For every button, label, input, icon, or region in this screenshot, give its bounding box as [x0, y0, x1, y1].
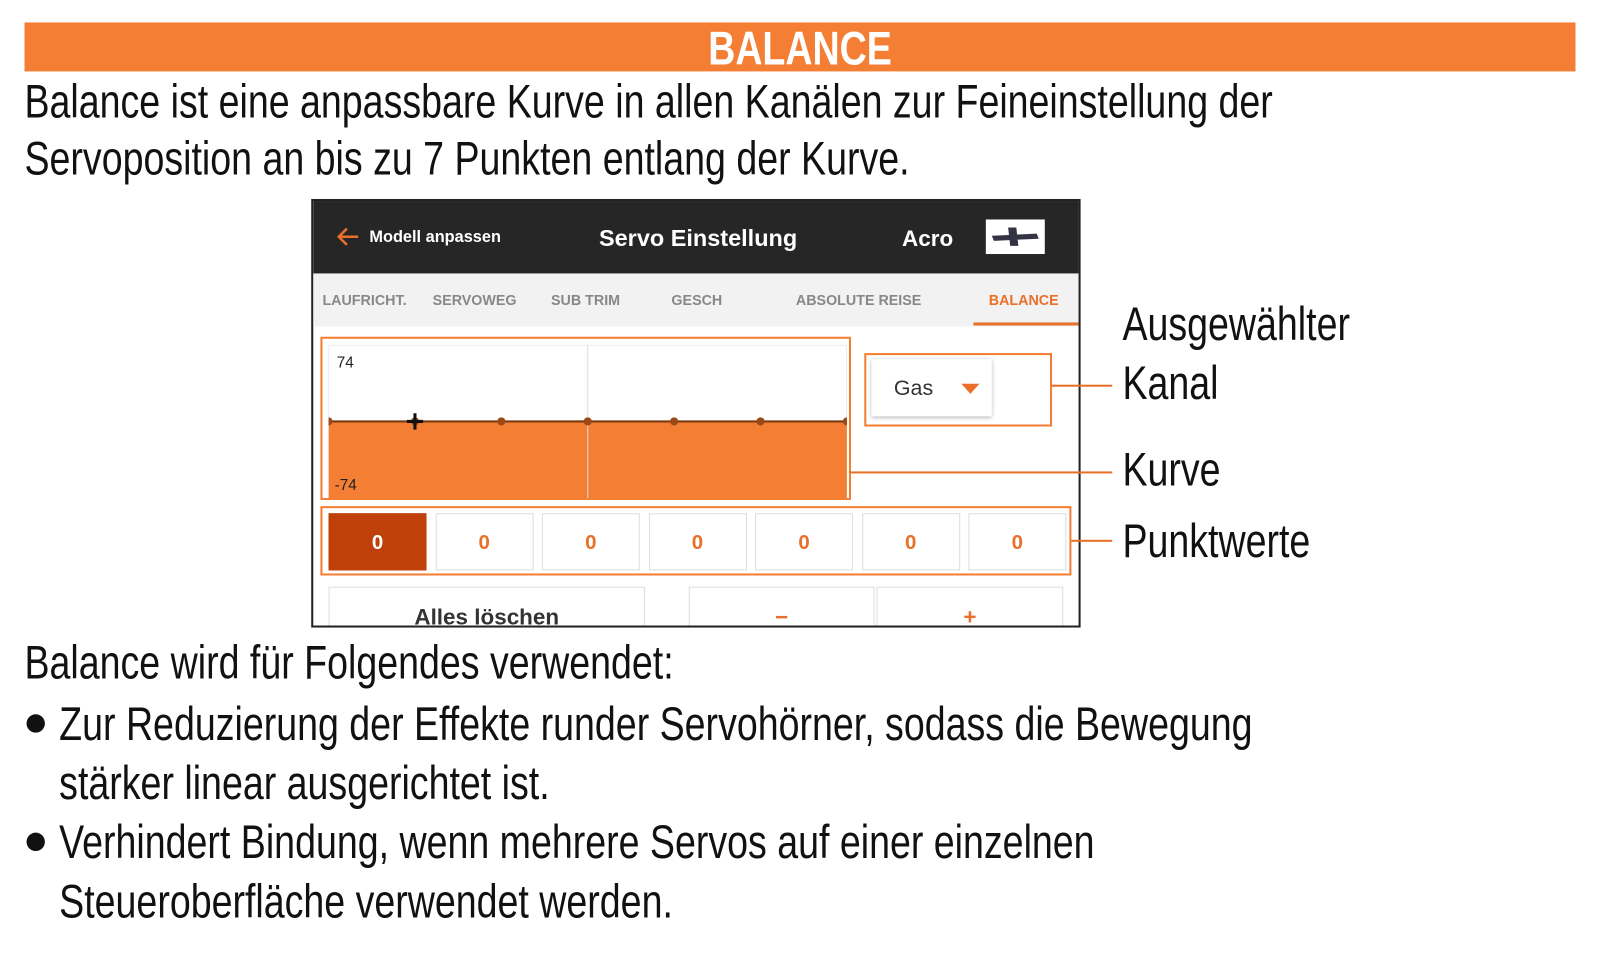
usage-lead: Balance wird für Folgendes verwendet: [24, 635, 674, 689]
curve-point[interactable] [583, 417, 592, 426]
curve-point[interactable] [756, 417, 765, 426]
callout-label: Kanal [1122, 356, 1219, 410]
tab[interactable]: GESCH [671, 291, 723, 309]
nav-model: Acro [902, 225, 954, 252]
tab[interactable]: SERVOWEG [432, 291, 517, 309]
callout-label: Kurve [1122, 442, 1221, 496]
header-bar: BALANCE [24, 21, 1576, 75]
screenshot: Modell anpassen Servo Einstellung Acro L… [311, 198, 1081, 628]
plus-button[interactable]: + [876, 586, 1064, 626]
point-cell[interactable]: 0 [755, 513, 854, 571]
tab[interactable]: ABSOLUTE REISE [795, 291, 922, 309]
minus-button[interactable]: − [688, 586, 875, 626]
channel-highlight [864, 353, 1053, 427]
curve-point[interactable] [497, 417, 506, 426]
tab-underline [973, 322, 1079, 326]
callout-label: Punktwerte [1122, 514, 1311, 568]
callout-line [848, 471, 1113, 474]
tab[interactable]: LAUFRICHT. [322, 291, 407, 309]
point-cell[interactable]: 0 [435, 513, 534, 571]
curve-max: 74 [337, 354, 355, 371]
cursor [406, 413, 424, 430]
bullet [26, 832, 45, 852]
nav-bar: Modell anpassen Servo Einstellung Acro [313, 201, 1079, 274]
curve-graph: 74 -74 [328, 344, 847, 498]
dropdown-arrow [961, 383, 980, 394]
intro-line: Servoposition an bis zu 7 Punkten entlan… [24, 131, 910, 185]
point-cell[interactable]: 0 [968, 513, 1067, 571]
point-cell[interactable]: 0 [648, 513, 747, 571]
callout-line [1071, 539, 1113, 542]
curve-highlight [320, 336, 852, 500]
nav-title: Servo Einstellung [598, 224, 798, 252]
curve-point[interactable] [842, 417, 847, 426]
points-highlight [320, 506, 1072, 576]
curve-min: -74 [335, 477, 358, 494]
channel-label: Gas [893, 376, 934, 400]
curve-point[interactable] [670, 417, 679, 426]
header-title: BALANCE [708, 21, 892, 75]
callout-label: Ausgewählter [1122, 296, 1350, 350]
nav-back[interactable]: Modell anpassen [369, 228, 501, 246]
tab[interactable]: SUB TRIM [551, 291, 621, 309]
tab-bar: LAUFRICHT. SERVOWEG SUB TRIM GESCH ABSOLUTE … [313, 273, 1079, 327]
point-cell[interactable]: 0 [541, 513, 640, 571]
bullet-line: Verhindert Bindung, wenn mehrere Servos … [59, 815, 1095, 869]
point-cell[interactable]: 0 [328, 513, 427, 571]
curve-point[interactable] [328, 417, 333, 426]
callout-line [1051, 384, 1113, 387]
bullet [26, 714, 45, 733]
channel-dropdown[interactable]: Gas [871, 359, 992, 417]
intro-line: Balance ist eine anpassbare Kurve in all… [24, 74, 1273, 128]
tab[interactable]: BALANCE [988, 291, 1059, 309]
bullet-line: Steueroberfläche verwendet werden. [59, 874, 673, 928]
model-icon [985, 219, 1045, 255]
clear-button[interactable]: Alles löschen [328, 586, 645, 626]
point-cell[interactable]: 0 [861, 513, 960, 571]
bullet-line: stärker linear ausgerichtet ist. [59, 756, 550, 810]
bullet-line: Zur Reduzierung der Effekte runder Servo… [59, 696, 1253, 750]
back-arrow[interactable] [336, 226, 360, 248]
